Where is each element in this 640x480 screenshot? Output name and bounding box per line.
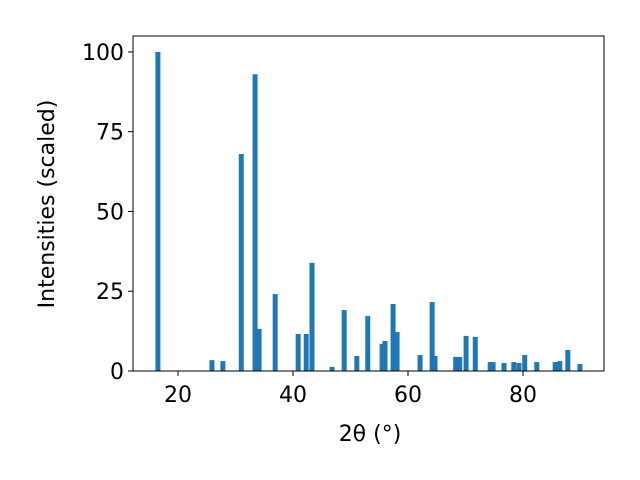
y-tick-label: 75 [96, 121, 124, 146]
y-tick-label: 50 [96, 200, 124, 225]
bar [238, 154, 244, 371]
bar [522, 355, 528, 371]
bar [379, 343, 385, 371]
bar [220, 361, 226, 371]
x-axis-label: 2θ (°) [339, 422, 402, 447]
bar [577, 363, 583, 371]
bar [534, 362, 540, 371]
bar [417, 355, 423, 371]
bar [394, 332, 400, 371]
bar [463, 335, 469, 371]
bar [256, 328, 262, 371]
bar [516, 363, 522, 371]
x-tick-label: 20 [164, 383, 192, 408]
plot-frame [132, 35, 605, 372]
bar [365, 316, 371, 371]
bar [432, 356, 438, 371]
y-axis-label: Intensities (scaled) [35, 100, 60, 309]
bar [209, 360, 215, 371]
x-tick-label: 40 [279, 383, 307, 408]
bar [155, 51, 161, 371]
bar [329, 366, 335, 371]
bar [252, 74, 258, 372]
bar [295, 333, 301, 371]
bar [511, 362, 517, 371]
bar [487, 362, 493, 371]
bar [490, 362, 496, 371]
bar [457, 356, 463, 371]
bar [453, 356, 459, 371]
bar [354, 356, 360, 371]
bar [341, 310, 347, 371]
bar [303, 333, 309, 371]
bar [390, 304, 396, 371]
bar [272, 294, 278, 371]
y-tick-label: 100 [82, 41, 124, 66]
bar [429, 302, 435, 371]
bar [565, 349, 571, 371]
y-tick-label: 0 [110, 360, 124, 385]
x-tick-label: 80 [509, 383, 537, 408]
y-tick-label: 25 [96, 280, 124, 305]
bar [552, 362, 558, 371]
x-tick-label: 60 [394, 383, 422, 408]
bar [382, 341, 388, 371]
bar [309, 262, 315, 371]
bar [472, 336, 478, 371]
bar [557, 361, 563, 371]
bar [501, 363, 507, 371]
